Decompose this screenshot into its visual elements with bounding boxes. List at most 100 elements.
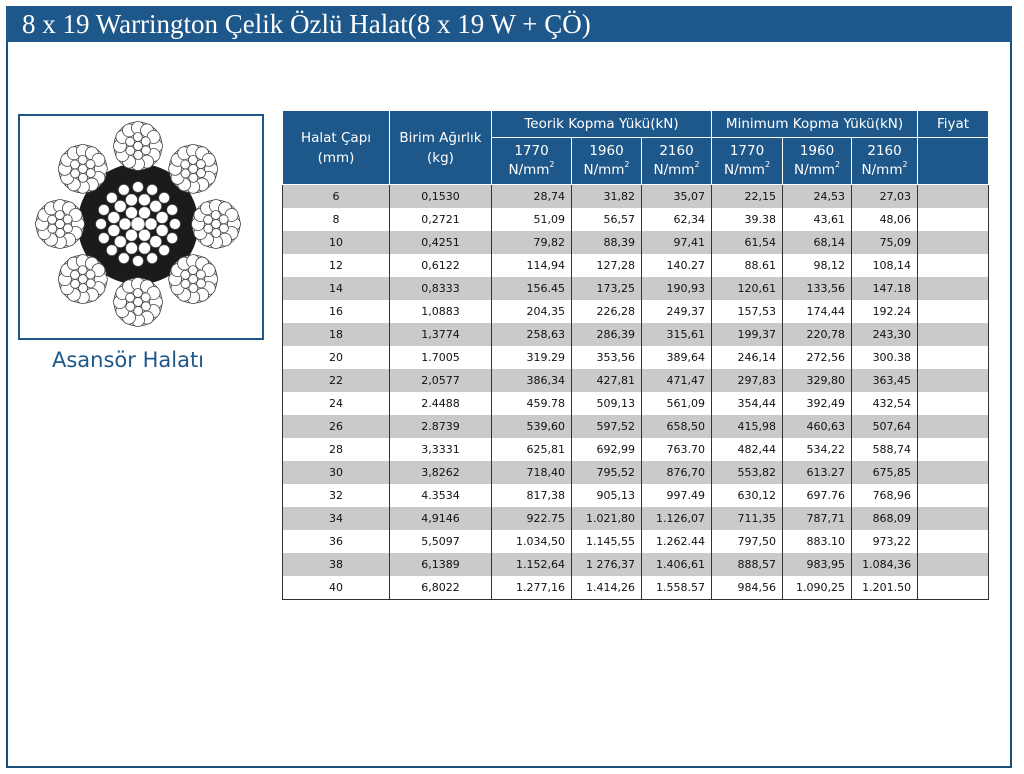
- table-row: 34 4,9146 922.75 1.021,80 1.126,07 711,35 787,…: [282, 507, 990, 530]
- cell-min-1770: 711,35: [711, 507, 784, 530]
- header-price: Fiyat: [917, 110, 990, 138]
- cell-price: [917, 369, 990, 392]
- cell-diameter: 8: [282, 208, 390, 231]
- cell-theo-2160: 561,09: [640, 392, 713, 415]
- cell-min-2160: 147.18: [851, 277, 919, 300]
- cell-min-1770: 199,37: [711, 323, 784, 346]
- cell-theo-2160: 62,34: [640, 208, 713, 231]
- cell-theo-1960: 173,25: [571, 277, 642, 300]
- cell-min-1960: 133,56: [782, 277, 853, 300]
- cell-price: [917, 231, 990, 254]
- cell-min-1960: 24,53: [782, 184, 853, 208]
- table-row: 12 0,6122 114,94 127,28 140.27 88.61 98,12 108,…: [282, 254, 990, 277]
- cell-theo-1960: 31,82: [571, 184, 642, 208]
- cell-min-1960: 883.10: [782, 530, 853, 553]
- cell-theo-1960: 56,57: [571, 208, 642, 231]
- cell-diameter: 30: [282, 461, 390, 484]
- cell-diameter: 16: [282, 300, 390, 323]
- table-row: 8 0,2721 51,09 56,57 62,34 39.38 43,61 48,06: [282, 208, 990, 231]
- cell-min-1960: 220,78: [782, 323, 853, 346]
- cell-theo-2160: 876,70: [640, 461, 713, 484]
- cell-theo-2160: 1.126,07: [640, 507, 713, 530]
- cell-diameter: 12: [282, 254, 390, 277]
- table-row: 36 5,5097 1.034,50 1.145,55 1.262.44 797,50 88…: [282, 530, 990, 553]
- cell-diameter: 20: [282, 346, 390, 369]
- rope-image-box: [18, 114, 264, 340]
- cell-unit-weight: 6,1389: [389, 553, 492, 576]
- cell-min-1960: 534,22: [782, 438, 853, 461]
- cell-min-1770: 984,56: [711, 576, 784, 600]
- cell-theo-1770: 28,74: [491, 184, 572, 208]
- header-unit-weight: Birim Ağırlık (kg): [389, 110, 492, 185]
- grade-unit: N/mm: [508, 162, 550, 178]
- cell-theo-1960: 597,52: [571, 415, 642, 438]
- cell-min-2160: 192.24: [851, 300, 919, 323]
- cell-unit-weight: 0,1530: [389, 184, 492, 208]
- cell-unit-weight: 0,2721: [389, 208, 492, 231]
- cell-theo-1960: 509,13: [571, 392, 642, 415]
- cell-theo-2160: 997.49: [640, 484, 713, 507]
- cell-diameter: 28: [282, 438, 390, 461]
- grade-unit-exp: 2: [694, 160, 700, 169]
- grade-unit-exp: 2: [902, 160, 908, 169]
- cell-theo-2160: 763.70: [640, 438, 713, 461]
- cell-theo-2160: 315,61: [640, 323, 713, 346]
- grade-unit-exp: 2: [764, 160, 771, 169]
- cell-unit-weight: 4.3534: [389, 484, 492, 507]
- cell-theo-1960: 353,56: [571, 346, 642, 369]
- cell-theo-1960: 1.021,80: [571, 507, 642, 530]
- header-min-grade-1770: 1770 N/mm2: [711, 137, 784, 185]
- cell-price: [917, 346, 990, 369]
- table-row: 14 0,8333 156.45 173,25 190,93 120,61 133,56 14…: [282, 277, 990, 300]
- rope-spec-table: Halat Çapı (mm) Birim Ağırlık (kg) Teori…: [282, 110, 990, 600]
- cell-theo-1770: 79,82: [491, 231, 572, 254]
- cell-price: [917, 530, 990, 553]
- cell-theo-2160: 471,47: [640, 369, 713, 392]
- grade-value: 1960: [589, 143, 624, 159]
- wire-rope-cross-section-icon: [35, 121, 241, 327]
- cell-unit-weight: 3,3331: [389, 438, 492, 461]
- cell-min-2160: 243,30: [851, 323, 919, 346]
- cell-min-1770: 39.38: [711, 208, 784, 231]
- cell-theo-1960: 1.145,55: [571, 530, 642, 553]
- cell-theo-1770: 1.152,64: [491, 553, 572, 576]
- cell-price: [917, 323, 990, 346]
- cell-unit-weight: 6,8022: [389, 576, 492, 600]
- cell-min-1960: 983,95: [782, 553, 853, 576]
- table-row: 24 2.4488 459.78 509,13 561,09 354,44 392,49 43…: [282, 392, 990, 415]
- cell-min-1770: 888,57: [711, 553, 784, 576]
- cell-diameter: 40: [282, 576, 390, 600]
- cell-price: [917, 392, 990, 415]
- cell-unit-weight: 3,8262: [389, 461, 492, 484]
- cell-theo-2160: 658,50: [640, 415, 713, 438]
- cell-min-2160: 48,06: [851, 208, 919, 231]
- cell-min-1770: 553,82: [711, 461, 784, 484]
- cell-min-1960: 1.090,25: [782, 576, 853, 600]
- table-row: 38 6,1389 1.152,64 1 276,37 1.406,61 888,57 98…: [282, 553, 990, 576]
- cell-theo-1770: 922.75: [491, 507, 572, 530]
- table-row: 16 1,0883 204,35 226,28 249,37 157,53 174,44 19…: [282, 300, 990, 323]
- cell-price: [917, 576, 990, 600]
- cell-theo-2160: 1.558.57: [640, 576, 713, 600]
- cell-unit-weight: 0,4251: [389, 231, 492, 254]
- cell-theo-1770: 625,81: [491, 438, 572, 461]
- cell-theo-2160: 1.262.44: [640, 530, 713, 553]
- cell-min-2160: 1.201.50: [851, 576, 919, 600]
- cell-min-1770: 157,53: [711, 300, 784, 323]
- grade-unit: N/mm: [861, 162, 903, 178]
- table-row: 6 0,1530 28,74 31,82 35,07 22,15 24,53 27,03: [282, 184, 990, 208]
- grade-unit: N/mm: [794, 162, 835, 178]
- cell-theo-1960: 795,52: [571, 461, 642, 484]
- table-row: 40 6,8022 1.277,16 1.414,26 1.558.57 984,56 1.…: [282, 576, 990, 600]
- cell-price: [917, 438, 990, 461]
- cell-theo-1960: 127,28: [571, 254, 642, 277]
- cell-min-2160: 675,85: [851, 461, 919, 484]
- cell-theo-1960: 1 276,37: [571, 553, 642, 576]
- cell-theo-1770: 386,34: [491, 369, 572, 392]
- cell-theo-1960: 88,39: [571, 231, 642, 254]
- cell-diameter: 10: [282, 231, 390, 254]
- cell-min-1960: 697.76: [782, 484, 853, 507]
- header-grade-2160: 2160 N/mm2: [640, 137, 713, 185]
- cell-min-1960: 787,71: [782, 507, 853, 530]
- cell-diameter: 36: [282, 530, 390, 553]
